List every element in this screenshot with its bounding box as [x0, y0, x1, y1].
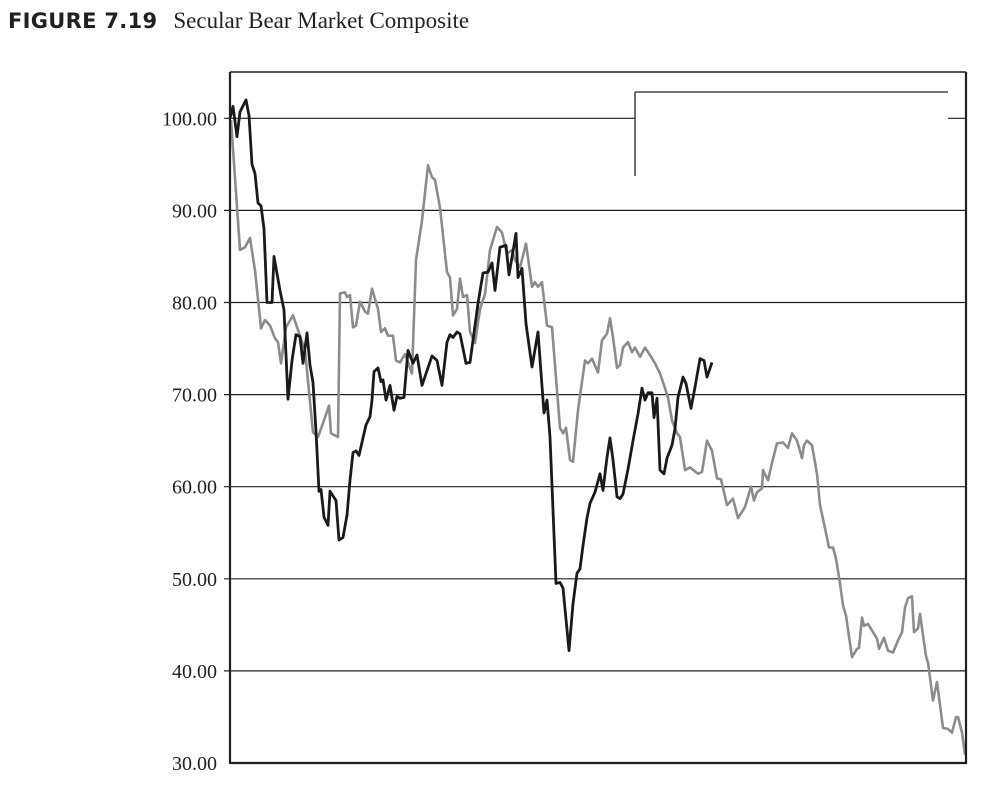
series-line-black — [228, 98, 714, 652]
y-tick-label: 30.00 — [172, 753, 217, 775]
figure-number: FIGURE 7.19 — [8, 9, 158, 33]
legend-box — [634, 91, 948, 176]
legend-background — [635, 92, 948, 176]
gridlines — [224, 117, 966, 672]
y-axis-ticks: 30.00 40.00 50.00 60.00 70.00 80.00 90.00 100.0… — [162, 108, 217, 775]
y-tick-label: 40.00 — [172, 661, 217, 683]
y-tick-label: 80.00 — [172, 293, 217, 315]
y-tick-label: 70.00 — [172, 385, 217, 407]
series-lines — [228, 98, 967, 755]
series-line-gray — [229, 120, 967, 755]
y-tick-label: 60.00 — [172, 477, 217, 499]
y-tick-label: 50.00 — [172, 569, 217, 591]
plot-frame — [228, 71, 968, 765]
figure-title: Secular Bear Market Composite — [173, 8, 470, 33]
y-tick-label: 90.00 — [172, 200, 217, 222]
figure-caption: FIGURE 7.19 Secular Bear Market Composite — [8, 8, 469, 34]
y-tick-label: 100.00 — [162, 108, 217, 130]
